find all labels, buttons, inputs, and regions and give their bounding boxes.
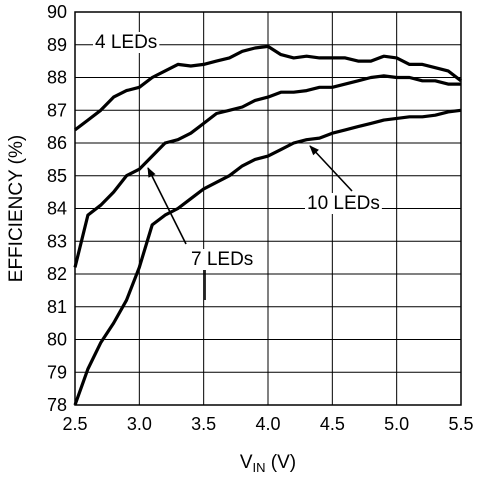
y-tick-labels: 78 79 80 81 82 83 84 85 86 87 88 89 90 [47, 2, 67, 415]
series-label-bg [189, 249, 256, 270]
y-tick-label: 85 [47, 166, 67, 186]
arrow-10-leds [309, 145, 353, 192]
y-tick-label: 87 [47, 100, 67, 120]
y-tick-label: 80 [47, 330, 67, 350]
y-tick-label: 86 [47, 133, 67, 153]
arrow-7-leds [147, 167, 187, 245]
y-tick-label: 89 [47, 35, 67, 55]
series-lines [73, 44, 462, 406]
x-axis-title: VIN (V) [240, 452, 296, 475]
x-tick-label: 3.0 [127, 414, 152, 434]
x-axis-title-sub: IN [253, 460, 266, 475]
y-axis-title: EFFICIENCY (%) [6, 135, 27, 282]
x-tick-label: 2.5 [62, 414, 87, 434]
grid-lines [74, 11, 462, 406]
plot-frame [74, 11, 462, 406]
x-tick-label: 4.0 [255, 414, 280, 434]
series-label-4-leds: 4 LEDs [95, 32, 157, 53]
x-tick-label: 4.5 [320, 414, 345, 434]
y-tick-label: 84 [47, 199, 67, 219]
y-tick-label: 88 [47, 68, 67, 88]
y-tick-label: 82 [47, 264, 67, 284]
annotations: 4 LEDs 7 LEDs 10 LEDs [93, 32, 382, 300]
series-label-10-leds: 10 LEDs [307, 193, 380, 214]
series-label-bg [305, 193, 382, 214]
x-tick-label: 3.5 [191, 414, 216, 434]
x-tick-label: 5.0 [384, 414, 409, 434]
x-axis-title-main: V [240, 452, 253, 473]
y-tick-label: 79 [47, 362, 67, 382]
series-label-7-leds: 7 LEDs [191, 249, 253, 270]
y-tick-label: 78 [47, 395, 67, 415]
y-tick-label: 83 [47, 231, 67, 251]
series-10-leds-line [73, 108, 462, 406]
x-tick-label: 5.5 [448, 414, 473, 434]
y-tick-label: 90 [47, 2, 67, 22]
x-axis-title-unit: (V) [266, 452, 297, 473]
x-tick-labels: 2.5 3.0 3.5 4.0 4.5 5.0 5.5 [62, 414, 473, 434]
series-4-leds-line [74, 44, 462, 132]
series-label-bg [93, 32, 160, 53]
y-tick-label: 81 [47, 297, 67, 317]
series-7-leds-line [73, 74, 461, 268]
